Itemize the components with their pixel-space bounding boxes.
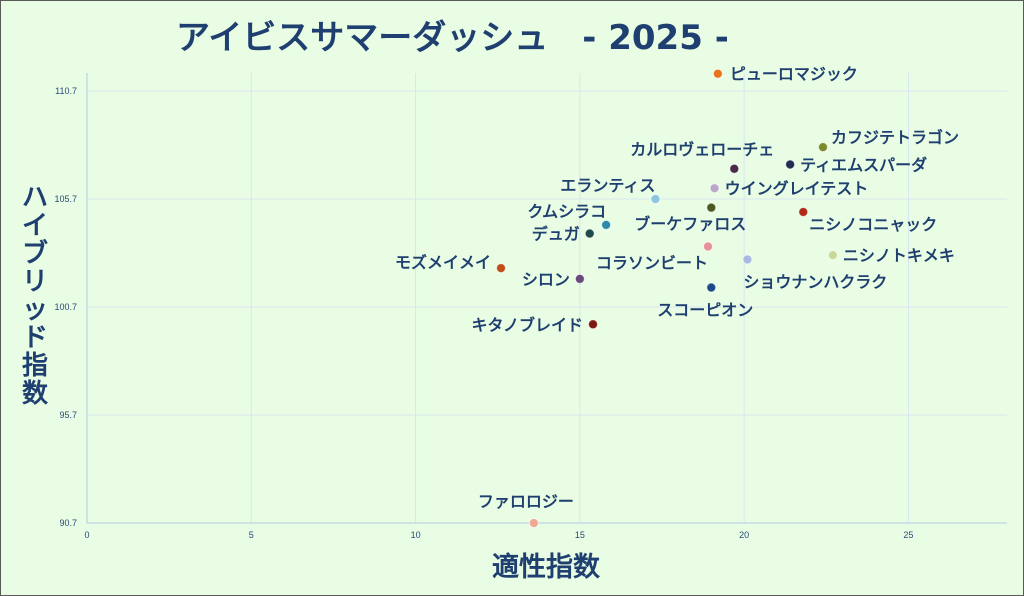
point-label: ファロロジー: [478, 492, 574, 511]
point-label: スコーピオン: [657, 301, 753, 320]
y-tick-label: 100.7: [54, 302, 77, 312]
data-point: [729, 163, 740, 174]
data-point: [496, 263, 506, 274]
point-label: ニシノトキメキ: [843, 246, 955, 265]
data-point: [584, 228, 595, 239]
y-tick-label: 90.7: [59, 518, 77, 528]
data-point: [703, 241, 713, 252]
data-point: [706, 202, 717, 213]
point-label: キタノブレイド: [471, 315, 583, 334]
point-label: ピューロマジック: [730, 65, 858, 84]
data-point: [588, 319, 598, 330]
data-point: [742, 254, 753, 265]
y-axis-title-char: ッ: [22, 295, 48, 325]
y-axis-title-char: イ: [22, 211, 48, 241]
x-tick-label: 15: [575, 530, 585, 540]
point-label: デュガ: [532, 225, 580, 244]
x-axis-title: 適性指数: [492, 551, 601, 583]
axes: [86, 73, 1007, 524]
y-axis-title-char: リ: [22, 267, 48, 297]
data-point: [798, 206, 809, 217]
x-tick-label: 5: [249, 530, 254, 540]
data-point: [818, 142, 828, 153]
data-point: [709, 183, 720, 194]
point-label: カルロヴェローチェ: [630, 140, 774, 159]
x-tick-label: 10: [411, 530, 421, 540]
x-tick-label: 0: [84, 530, 89, 540]
data-point: [650, 194, 661, 204]
data-point: [785, 159, 796, 170]
y-axis-title-char: 指: [22, 351, 48, 381]
x-tick-label: 25: [903, 530, 913, 540]
data-point: [528, 518, 539, 528]
y-axis-title-char: ブ: [22, 238, 48, 269]
y-tick-label: 95.7: [59, 410, 77, 420]
point-label: コラソンビート: [596, 254, 708, 273]
data-point: [601, 219, 612, 230]
y-tick-label: 105.7: [54, 194, 77, 204]
y-axis-title-char: 数: [22, 379, 49, 409]
tick-labels: 0 5 10 15 20 25 90.7 95.7 100.7 105.7 110.7: [54, 86, 913, 540]
data-points: [496, 68, 838, 528]
chart-title: アイビスサマーダッシュ - 2025 -: [176, 18, 729, 58]
point-label: カフジテトラゴン: [831, 128, 959, 147]
point-label: ショウナンハクラク: [743, 272, 887, 291]
point-label: ティエムスパーダ: [800, 155, 927, 174]
x-tick-label: 20: [739, 530, 749, 540]
point-label: シロン: [522, 270, 570, 289]
point-label: ニシノコニャック: [809, 215, 937, 234]
point-label: モズメイメイ: [395, 253, 491, 272]
point-label: ブーケファロス: [634, 215, 746, 234]
y-tick-label: 110.7: [55, 86, 77, 96]
data-point: [574, 273, 585, 284]
data-point: [827, 250, 838, 261]
y-axis-title-char: ド: [22, 323, 48, 353]
point-label: クムシラコ: [527, 202, 606, 221]
point-label: ウイングレイテスト: [725, 179, 869, 198]
data-point: [712, 68, 723, 79]
point-label: エランティス: [560, 176, 655, 195]
y-axis-title-char: ハ: [22, 183, 48, 213]
data-point: [706, 282, 717, 293]
